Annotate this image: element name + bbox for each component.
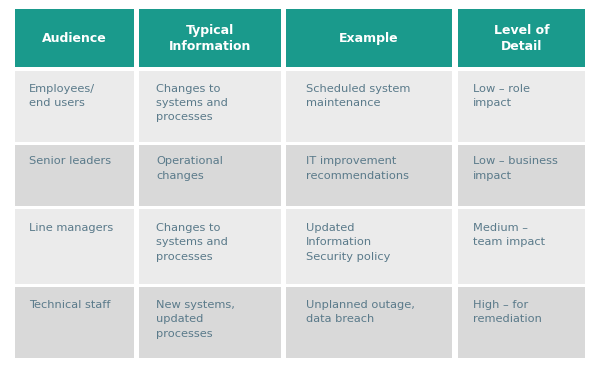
Text: Senior leaders: Senior leaders	[29, 156, 112, 166]
Text: High – for
remediation: High – for remediation	[473, 300, 542, 325]
Bar	[458, 209, 585, 284]
Bar	[458, 71, 585, 142]
Bar	[458, 287, 585, 358]
Bar	[15, 145, 134, 206]
Bar	[286, 9, 452, 68]
Bar	[15, 71, 134, 142]
Bar	[15, 209, 134, 284]
Bar	[458, 9, 585, 68]
Text: Line managers: Line managers	[29, 223, 113, 233]
Text: Unplanned outage,
data breach: Unplanned outage, data breach	[306, 300, 415, 325]
Text: Operational
changes: Operational changes	[157, 156, 223, 181]
Text: Medium –
team impact: Medium – team impact	[473, 223, 545, 247]
Bar	[286, 145, 452, 206]
Bar	[15, 287, 134, 358]
Text: Updated
Information
Security policy: Updated Information Security policy	[306, 223, 391, 262]
Text: Low – business
impact: Low – business impact	[473, 156, 558, 181]
Bar	[286, 71, 452, 142]
Bar	[15, 9, 134, 68]
Text: Typical
Information: Typical Information	[169, 24, 251, 53]
Bar	[139, 145, 281, 206]
Text: Audience: Audience	[42, 32, 107, 45]
Text: IT improvement
recommendations: IT improvement recommendations	[306, 156, 409, 181]
Text: Example: Example	[340, 32, 399, 45]
Bar	[139, 71, 281, 142]
Bar	[139, 9, 281, 68]
Text: Employees/
end users: Employees/ end users	[29, 83, 95, 108]
Text: Low – role
impact: Low – role impact	[473, 83, 530, 108]
Bar	[458, 145, 585, 206]
Text: Level of
Detail: Level of Detail	[494, 24, 549, 53]
Text: New systems,
updated
processes: New systems, updated processes	[157, 300, 235, 339]
Text: Changes to
systems and
processes: Changes to systems and processes	[157, 223, 228, 262]
Bar	[139, 287, 281, 358]
Bar	[286, 287, 452, 358]
Text: Scheduled system
maintenance: Scheduled system maintenance	[306, 83, 410, 108]
Bar	[139, 209, 281, 284]
Bar	[286, 209, 452, 284]
Text: Changes to
systems and
processes: Changes to systems and processes	[157, 83, 228, 122]
Text: Technical staff: Technical staff	[29, 300, 111, 310]
